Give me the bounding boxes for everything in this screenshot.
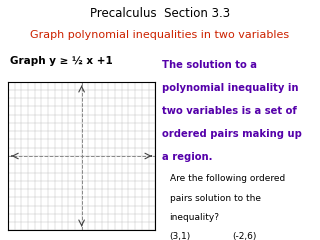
Text: polynomial inequality in: polynomial inequality in [162,83,298,93]
Text: (3,1): (3,1) [170,232,191,240]
Text: ordered pairs making up: ordered pairs making up [162,129,301,139]
Text: (-2,6): (-2,6) [232,232,256,240]
Text: inequality?: inequality? [170,213,220,222]
Text: Graph polynomial inequalities in two variables: Graph polynomial inequalities in two var… [30,30,290,40]
Text: Are the following ordered: Are the following ordered [170,174,285,183]
Text: Precalculus  Section 3.3: Precalculus Section 3.3 [90,7,230,20]
Text: a region.: a region. [162,152,212,162]
Text: pairs solution to the: pairs solution to the [170,194,260,203]
Text: two variables is a set of: two variables is a set of [162,106,296,116]
Text: The solution to a: The solution to a [162,60,257,70]
Text: Graph y ≥ ½ x +1: Graph y ≥ ½ x +1 [10,56,112,66]
